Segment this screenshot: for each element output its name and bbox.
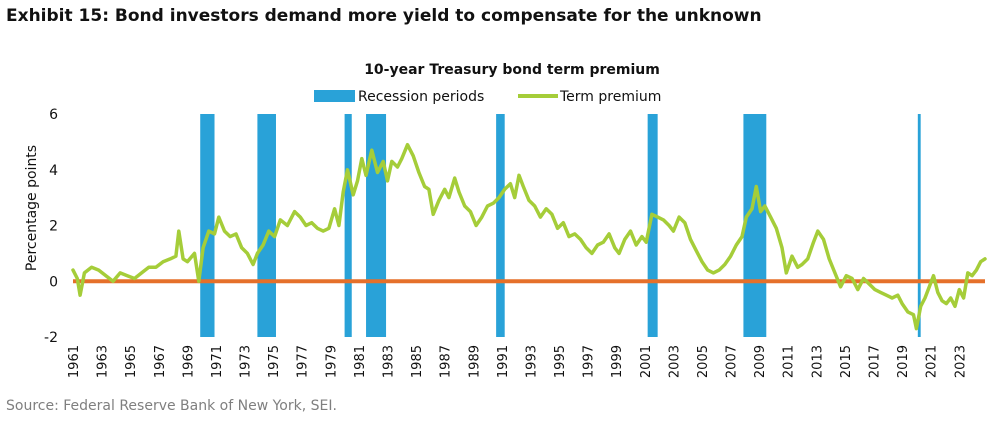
recession-band-8 — [917, 114, 921, 337]
x-tick-label: 2005 — [696, 345, 711, 378]
x-tick-label: 2011 — [782, 345, 797, 378]
recession-band-5 — [496, 114, 505, 337]
recession-band-2 — [257, 114, 276, 337]
legend-recession-swatch — [314, 90, 355, 102]
recession-band-4 — [366, 114, 387, 337]
x-tick-label: 2007 — [725, 345, 740, 378]
x-tick-label: 1969 — [181, 345, 196, 378]
y-tick-label: 6 — [49, 107, 58, 123]
recession-band-3 — [344, 114, 352, 337]
x-tick-label: 1987 — [439, 345, 454, 378]
x-tick-label: 1993 — [524, 345, 539, 378]
x-tick-label: 2003 — [667, 345, 682, 378]
x-tick-label: 1961 — [67, 345, 82, 378]
legend-term-premium-label: Term premium — [559, 89, 661, 105]
x-tick-label: 1963 — [96, 345, 111, 378]
x-tick-label: 1999 — [610, 345, 625, 378]
source-note: Source: Federal Reserve Bank of New York… — [6, 398, 337, 414]
recession-band-7 — [743, 114, 767, 337]
x-tick-label: 1991 — [496, 345, 511, 378]
y-tick-label: 2 — [49, 219, 58, 235]
y-axis-ticks: 6 4 2 0 -2 — [44, 107, 58, 346]
x-tick-label: 2013 — [810, 345, 825, 378]
x-tick-label: 1997 — [582, 345, 597, 378]
x-tick-label: 1971 — [210, 345, 225, 378]
chart-title: 10-year Treasury bond term premium — [364, 62, 660, 78]
x-tick-label: 1973 — [239, 345, 254, 378]
term-premium-series-line — [71, 142, 987, 331]
x-tick-label: 1967 — [153, 345, 168, 378]
y-tick-label: 4 — [49, 163, 58, 179]
y-tick-label: 0 — [49, 274, 58, 290]
x-tick-label: 2023 — [953, 345, 968, 378]
x-tick-label: 1975 — [267, 345, 282, 378]
legend: Recession periods Term premium — [314, 89, 661, 105]
y-axis-label: Percentage points — [24, 145, 40, 271]
exhibit-title: Exhibit 15: Bond investors demand more y… — [6, 6, 762, 26]
x-tick-label: 2019 — [896, 345, 911, 378]
x-tick-label: 2021 — [925, 345, 940, 378]
x-tick-label: 1989 — [467, 345, 482, 378]
x-tick-label: 1965 — [124, 345, 139, 378]
x-tick-label: 2015 — [839, 345, 854, 378]
x-tick-label: 1985 — [410, 345, 425, 378]
x-tick-label: 1995 — [553, 345, 568, 378]
legend-recession-label: Recession periods — [358, 89, 484, 105]
y-tick-label: -2 — [44, 330, 58, 346]
x-axis-ticks: 1961 1963 1965 1967 1969 1971 1973 1975 1977 1979… — [67, 345, 968, 378]
x-tick-label: 1983 — [382, 345, 397, 378]
recession-band-6 — [647, 114, 658, 337]
x-tick-label: 2017 — [868, 345, 883, 378]
x-tick-label: 1977 — [296, 345, 311, 378]
x-tick-label: 1981 — [353, 345, 368, 378]
x-tick-label: 2009 — [753, 345, 768, 378]
x-tick-label: 2001 — [639, 345, 654, 378]
recession-band-1 — [200, 114, 215, 337]
x-tick-label: 1979 — [324, 345, 339, 378]
